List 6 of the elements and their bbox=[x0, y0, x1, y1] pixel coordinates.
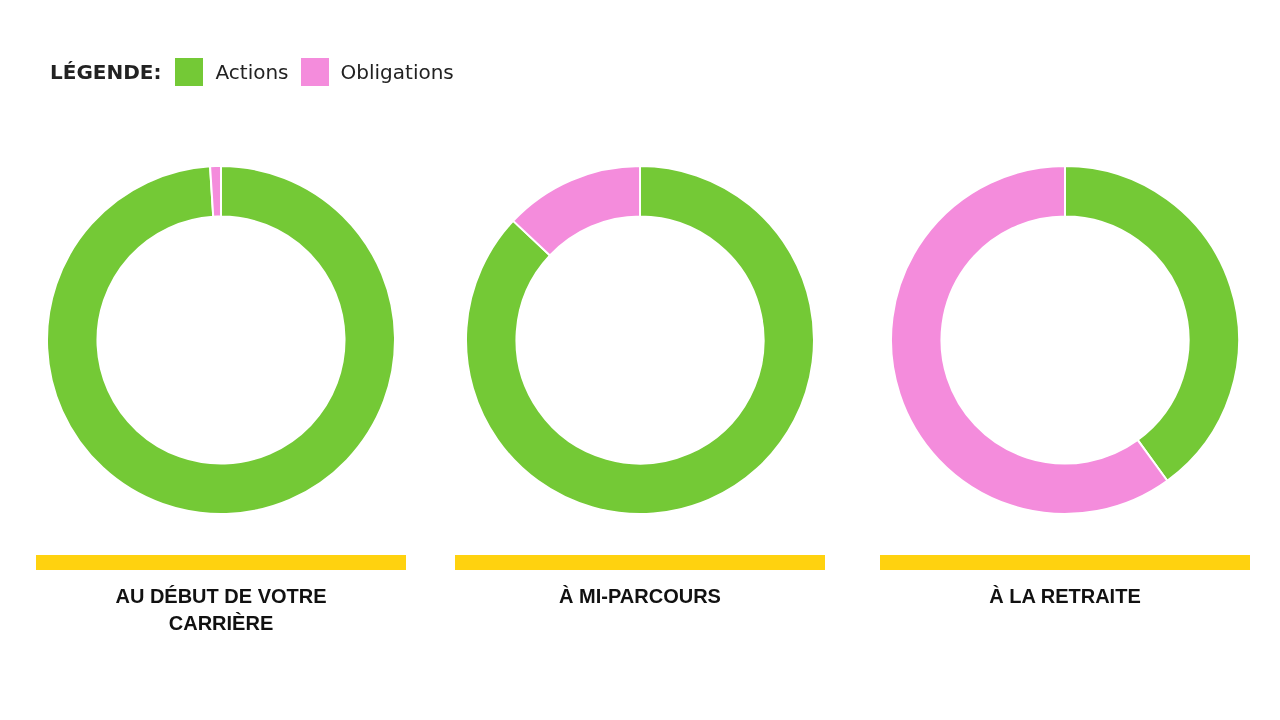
legend-title: LÉGENDE: bbox=[50, 60, 162, 84]
legend-label: Obligations bbox=[340, 60, 454, 84]
text: À MI-PARCOURS bbox=[558, 584, 722, 609]
legend-label: Actions bbox=[215, 60, 289, 84]
text: À LA RETRAITE bbox=[988, 584, 1142, 609]
text: AU DÉBUT DE VOTRE CARRIÈRE bbox=[114, 584, 328, 636]
